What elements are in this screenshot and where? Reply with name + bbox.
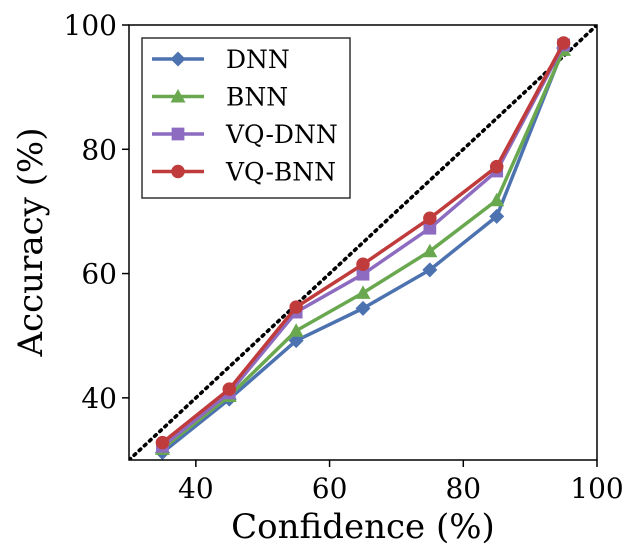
data-point-vq-bnn-2 — [289, 300, 303, 314]
data-point-dnn-4 — [422, 262, 438, 278]
x-axis-label: Confidence (%) — [231, 507, 495, 547]
y-tick-label-40: 40 — [81, 382, 117, 415]
x-tick-label-60: 60 — [312, 472, 348, 505]
data-point-bnn-4 — [422, 243, 438, 258]
data-point-bnn-2 — [288, 323, 304, 337]
legend-marker-vq-dnn — [171, 127, 185, 141]
axes-frame — [128, 24, 598, 461]
data-point-dnn-5 — [489, 208, 505, 224]
x-tick-label-40: 40 — [178, 472, 214, 505]
legend-item-bnn: BNN — [152, 83, 288, 112]
data-point-vq-bnn-6 — [556, 36, 571, 50]
data-point-vq-bnn-5 — [489, 159, 504, 174]
legend-item-vq-dnn: VQ-DNN — [152, 120, 338, 149]
plot-area — [129, 25, 597, 461]
data-point-dnn-3 — [355, 300, 371, 316]
y-tick-label-60: 60 — [81, 258, 117, 291]
data-point-vq-bnn-3 — [356, 257, 370, 271]
y-axis-label: Accuracy (%) — [11, 128, 51, 358]
legend-marker-dnn — [170, 51, 186, 67]
legend-marker-bnn — [170, 89, 186, 103]
reference-diagonal-line — [129, 25, 597, 460]
x-tick-label-100: 100 — [570, 472, 623, 505]
legend-item-vq-bnn: VQ-BNN — [152, 158, 336, 187]
legend: DNN BNN VQ-DNN VQ-BNN — [141, 37, 351, 199]
y-tick-label-80: 80 — [81, 133, 117, 166]
legend-label-bnn: BNN — [226, 83, 288, 112]
x-tick-label-80: 80 — [445, 472, 481, 505]
data-point-vq-bnn-4 — [423, 211, 437, 226]
data-point-bnn-5 — [489, 192, 505, 207]
legend-marker-vq-bnn — [171, 164, 185, 179]
legend-item-dnn: DNN — [152, 45, 290, 74]
data-point-dnn-2 — [288, 333, 304, 349]
series-vq-bnn — [155, 36, 571, 450]
plot-clip-group — [129, 25, 597, 460]
legend-label-vq-dnn: VQ-DNN — [225, 120, 338, 149]
axes: 40 60 80 100 40 60 80 100 — [64, 9, 624, 505]
data-point-vq-dnn-4 — [423, 221, 437, 235]
y-tick-label-100: 100 — [64, 9, 117, 42]
data-point-vq-bnn-0 — [155, 435, 170, 450]
data-point-vq-bnn-1 — [222, 382, 237, 396]
legend-label-dnn: DNN — [226, 45, 290, 74]
legend-label-vq-bnn: VQ-BNN — [225, 158, 336, 187]
data-point-vq-dnn-3 — [356, 267, 370, 281]
data-point-bnn-3 — [355, 285, 371, 299]
